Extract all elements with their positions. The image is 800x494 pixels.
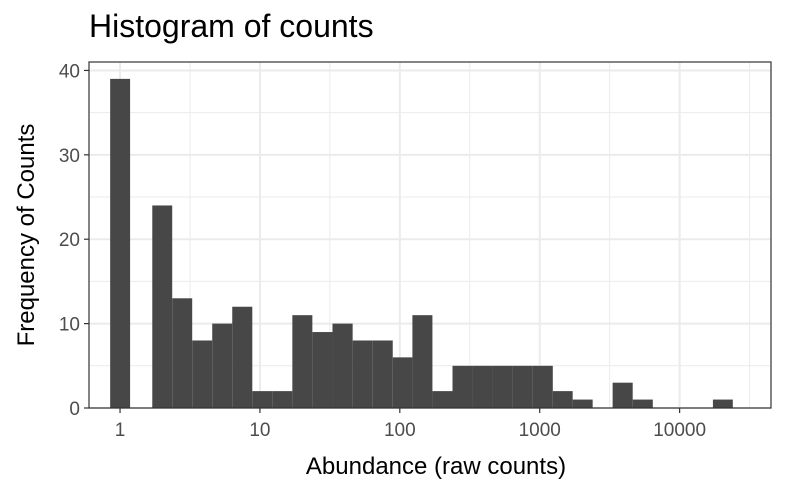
histogram-bar <box>332 323 353 408</box>
histogram-bar <box>512 365 533 408</box>
histogram-bar <box>352 340 373 408</box>
y-axis-title: Frequency of Counts <box>13 124 40 347</box>
histogram-bar <box>252 391 273 408</box>
x-tick-label: 10 <box>249 420 270 441</box>
histogram-bars <box>110 78 733 408</box>
histogram-bar <box>272 391 293 408</box>
histogram-bar <box>232 306 253 408</box>
histogram-bar <box>412 315 433 408</box>
histogram-bar <box>712 399 733 408</box>
y-tick-label: 10 <box>59 315 80 336</box>
x-tick-label: 10000 <box>653 420 706 441</box>
histogram-bar <box>472 365 493 408</box>
histogram-bar <box>552 391 573 408</box>
x-axis-title: Abundance (raw counts) <box>306 453 566 480</box>
histogram-bar <box>612 382 633 408</box>
histogram-bar <box>192 340 213 408</box>
histogram-bar <box>172 298 193 408</box>
histogram-bar <box>292 315 313 408</box>
x-tick-label: 1 <box>115 420 126 441</box>
chart-title: Histogram of counts <box>89 8 374 44</box>
y-tick-label: 40 <box>59 61 80 82</box>
y-tick-label: 30 <box>59 146 80 167</box>
histogram-bar <box>312 332 333 408</box>
x-axis: 1 10 100 1000 10000 <box>115 408 706 441</box>
histogram-bar <box>452 365 473 408</box>
histogram-bar <box>212 323 233 408</box>
histogram-bar <box>372 340 393 408</box>
histogram-bar <box>492 365 513 408</box>
x-tick-label: 1000 <box>519 420 561 441</box>
y-axis: 0 10 20 30 40 <box>59 61 89 420</box>
x-tick-label: 100 <box>384 420 416 441</box>
histogram-bar <box>152 205 173 408</box>
histogram-bar <box>532 365 553 408</box>
histogram-bar <box>572 399 593 408</box>
histogram-bar <box>432 391 453 408</box>
plot-panel-border <box>88 61 772 409</box>
y-tick-label: 0 <box>69 399 80 420</box>
histogram-bar <box>110 78 131 408</box>
y-tick-label: 20 <box>59 230 80 251</box>
histogram-bar <box>632 399 653 408</box>
histogram-bar <box>392 357 413 408</box>
